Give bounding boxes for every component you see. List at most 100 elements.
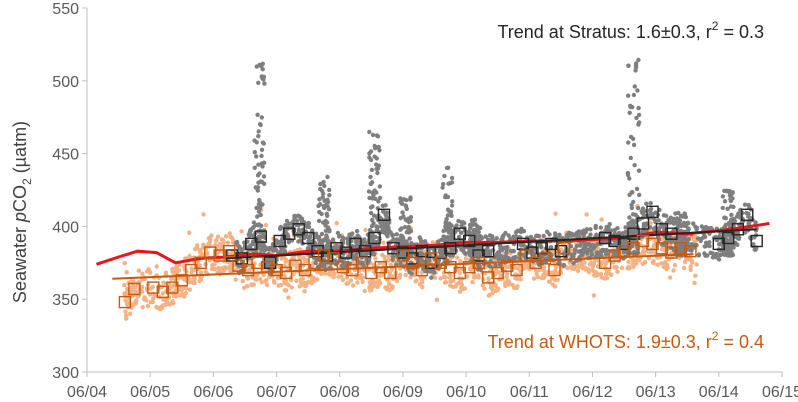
stratus-point xyxy=(367,228,373,233)
stratus-point xyxy=(607,222,612,227)
whots-point xyxy=(493,283,498,289)
whots-point xyxy=(504,271,510,276)
stratus-point xyxy=(256,80,261,86)
whots-point xyxy=(515,276,520,281)
whots-point xyxy=(672,263,678,268)
whots-point xyxy=(219,245,224,250)
stratus-monthly-square xyxy=(463,234,476,248)
whots-point xyxy=(553,211,558,216)
stratus-point xyxy=(489,237,495,242)
whots-point xyxy=(539,275,544,281)
stratus-point xyxy=(720,205,725,211)
whots-point xyxy=(450,278,456,284)
stratus-point xyxy=(325,213,330,218)
stratus-point xyxy=(383,220,388,226)
stratus-point xyxy=(345,239,351,244)
stratus-point xyxy=(255,188,260,193)
stratus-point xyxy=(596,251,601,256)
whots-point xyxy=(160,291,166,296)
whots-point xyxy=(369,287,374,293)
stratus-point xyxy=(252,241,258,247)
stratus-point xyxy=(258,212,263,218)
whots-monthly-square xyxy=(232,259,245,272)
stratus-monthly-square xyxy=(273,234,286,248)
whots-monthly-square xyxy=(396,249,410,262)
whots-point xyxy=(302,258,307,263)
stratus-point xyxy=(327,187,332,193)
stratus-point xyxy=(574,243,579,249)
stratus-point xyxy=(252,165,257,170)
stratus-point xyxy=(541,233,546,239)
stratus-point xyxy=(403,224,408,230)
x-tick-label: 06/14 xyxy=(699,384,739,401)
stratus-point xyxy=(472,230,477,236)
whots-point xyxy=(486,279,491,285)
stratus-point xyxy=(368,181,373,187)
stratus-point xyxy=(278,226,283,232)
y-axis-label-sub: 2 xyxy=(20,178,34,185)
stratus-point xyxy=(581,246,586,251)
whots-point xyxy=(127,311,133,316)
whots-monthly-square xyxy=(355,256,368,269)
stratus-point xyxy=(372,252,377,257)
whots-monthly-square xyxy=(241,263,255,277)
whots-point xyxy=(552,284,558,289)
stratus-point xyxy=(746,220,751,225)
whots-point xyxy=(377,281,383,286)
stratus-point xyxy=(497,243,503,248)
stratus-point xyxy=(440,185,445,190)
stratus-point xyxy=(496,250,501,255)
whots-point xyxy=(457,289,463,294)
whots-point xyxy=(542,268,547,273)
whots-monthly-square xyxy=(598,256,612,269)
whots-point xyxy=(166,281,172,287)
stratus-point xyxy=(256,162,261,167)
stratus-point xyxy=(321,238,326,243)
stratus-point xyxy=(499,248,505,253)
whots-monthly-square xyxy=(270,263,283,277)
stratus-point xyxy=(728,198,734,204)
whots-point xyxy=(220,268,225,274)
stratus-point xyxy=(356,234,361,239)
stratus-monthly-square xyxy=(226,249,239,262)
stratus-point xyxy=(401,197,407,202)
stratus-point xyxy=(260,67,265,72)
y-axis-label-main: CO xyxy=(10,185,30,212)
whots-monthly-square xyxy=(491,266,504,280)
whots-point xyxy=(663,259,668,265)
whots-point xyxy=(454,282,459,287)
whots-point xyxy=(387,281,392,286)
whots-point xyxy=(249,282,254,287)
stratus-point xyxy=(612,252,617,257)
stratus-point xyxy=(441,181,446,187)
stratus-point xyxy=(468,249,474,254)
stratus-point xyxy=(432,270,437,275)
stratus-point xyxy=(686,226,691,232)
whots-point xyxy=(681,265,687,271)
stratus-point xyxy=(628,103,633,109)
stratus-point xyxy=(253,185,258,190)
whots-point xyxy=(580,262,585,267)
stratus-point xyxy=(589,248,594,254)
stratus-point xyxy=(675,220,680,225)
stratus-point xyxy=(661,224,666,230)
whots-point xyxy=(612,265,617,270)
whots-point xyxy=(693,273,698,278)
whots-point xyxy=(692,280,697,286)
whots-point xyxy=(140,271,145,276)
stratus-point xyxy=(576,231,581,236)
whots-point xyxy=(297,255,302,260)
stratus-point xyxy=(494,236,499,241)
stratus-point xyxy=(680,247,685,252)
stratus-point xyxy=(698,238,703,244)
stratus-point xyxy=(381,228,386,234)
whots-point xyxy=(476,273,481,278)
whots-point xyxy=(327,269,332,275)
stratus-point xyxy=(636,168,642,173)
whots-point xyxy=(175,269,180,275)
stratus-point xyxy=(571,261,576,266)
whots-monthly-square xyxy=(608,249,621,262)
whots-point xyxy=(419,270,425,275)
whots-point xyxy=(603,261,608,266)
stratus-point xyxy=(444,224,449,229)
